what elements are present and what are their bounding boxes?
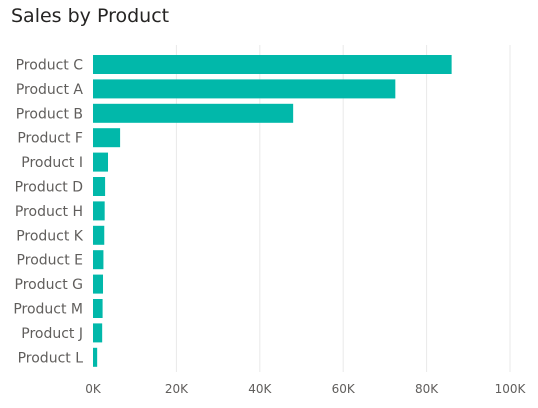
bar-product-f[interactable] — [93, 128, 121, 148]
category-label: Product I — [21, 155, 83, 171]
category-label: Product L — [18, 350, 84, 366]
x-tick-label: 60K — [332, 382, 356, 396]
category-label: Product C — [16, 58, 84, 74]
x-tick-label: 40K — [248, 382, 272, 396]
category-label: Product H — [15, 204, 83, 220]
category-label: Product M — [13, 302, 83, 318]
x-tick-label: 20K — [165, 382, 189, 396]
category-labels-group: Product C Product A Product B Product F Prod… — [13, 58, 83, 367]
x-tick-label: 100K — [495, 382, 527, 396]
bar-product-a[interactable] — [93, 79, 396, 99]
bar-product-c[interactable] — [93, 55, 452, 74]
bar-product-g[interactable] — [93, 274, 104, 294]
category-label: Product B — [16, 106, 83, 122]
bar-product-m[interactable] — [93, 299, 103, 318]
bar-product-b[interactable] — [93, 103, 294, 123]
x-axis-ticks-group: 0K 20K 40K 60K 80K 100K — [85, 382, 526, 396]
category-label: Product E — [17, 253, 83, 269]
gridlines-group — [175, 45, 511, 372]
bar-product-d[interactable] — [93, 177, 106, 196]
category-label: Product F — [17, 131, 83, 147]
bar-product-h[interactable] — [93, 201, 105, 221]
category-label: Product J — [21, 326, 83, 342]
category-label: Product G — [15, 277, 83, 293]
x-tick-label: 80K — [415, 382, 439, 396]
bar-product-k[interactable] — [93, 225, 105, 245]
category-label: Product K — [16, 228, 84, 244]
x-tick-label: 0K — [85, 382, 102, 396]
bar-product-e[interactable] — [93, 250, 104, 270]
bar-product-l[interactable] — [93, 347, 98, 367]
category-label: Product A — [16, 82, 84, 98]
bars-group — [93, 55, 452, 367]
category-label: Product D — [15, 180, 83, 196]
bar-product-j[interactable] — [93, 323, 103, 343]
chart-title: Sales by Product — [11, 5, 170, 27]
bar-product-i[interactable] — [93, 152, 109, 172]
